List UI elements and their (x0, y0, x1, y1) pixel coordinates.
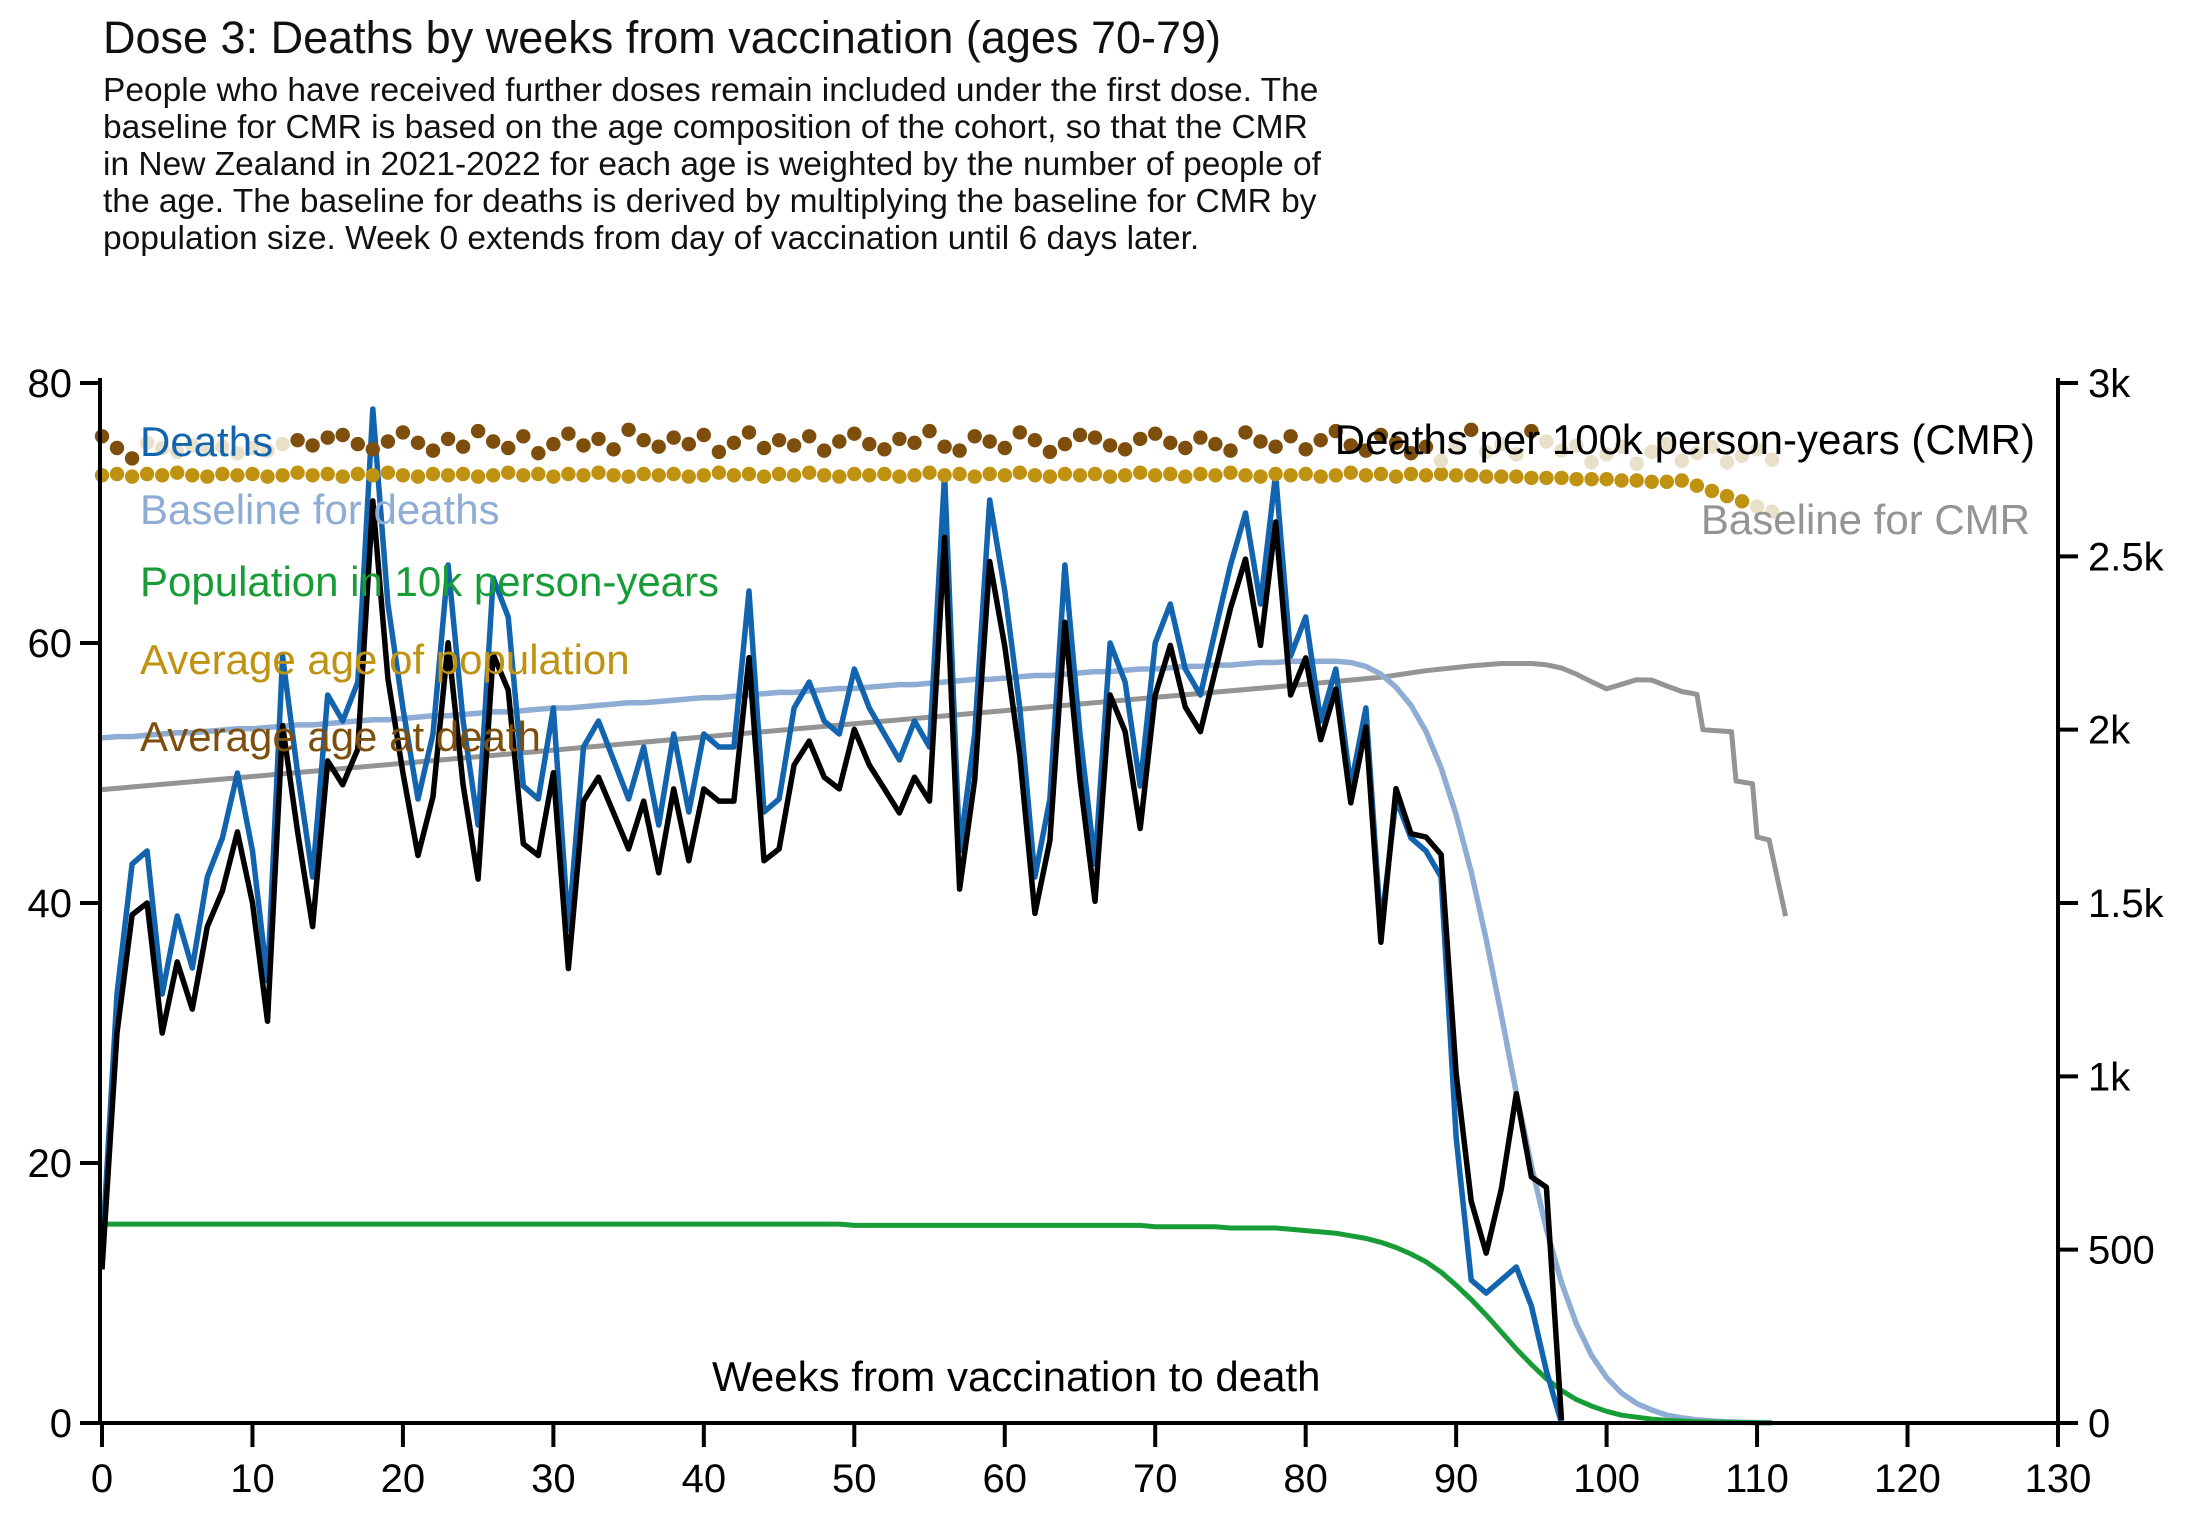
svg-text:110: 110 (1725, 1457, 1789, 1501)
avg-age-at-death-dots (94, 422, 1539, 466)
svg-text:500: 500 (2088, 1229, 2155, 1273)
pale-sparse-data-dots (139, 434, 1780, 519)
axes-and-ticks: 0 20 40 60 80 0 500 1k 1.5k 2k 2.5k 3k 0 10 20 30 40 50 60… (28, 362, 2165, 1501)
svg-text:1.5k: 1.5k (2088, 882, 2165, 926)
svg-text:100: 100 (1573, 1457, 1640, 1501)
chart-title: Dose 3: Deaths by weeks from vaccination… (103, 12, 1222, 63)
svg-text:1k: 1k (2088, 1055, 2131, 1099)
legend-avg-age-death: Average age at death (140, 713, 541, 760)
cmr-line (99, 498, 1565, 1421)
legend-population: Population in 10k person-years (140, 558, 720, 605)
svg-text:2k: 2k (2088, 709, 2131, 753)
svg-text:20: 20 (381, 1457, 426, 1501)
avg-age-of-population-dots (94, 465, 1750, 509)
svg-text:40: 40 (682, 1457, 727, 1501)
svg-text:20: 20 (28, 1142, 73, 1186)
x-axis-label: Weeks from vaccination to death (712, 1353, 1321, 1400)
subtitle-line-1: People who have received further doses r… (103, 72, 1319, 109)
subtitle-line-5: population size. Week 0 extends from day… (103, 220, 1200, 257)
svg-text:10: 10 (230, 1457, 275, 1501)
svg-text:60: 60 (983, 1457, 1028, 1501)
svg-text:0: 0 (91, 1457, 113, 1501)
subtitle-line-4: the age. The baseline for deaths is deri… (103, 183, 1317, 220)
legend-avg-age-population: Average age of population (140, 636, 630, 683)
svg-text:80: 80 (28, 362, 73, 406)
svg-text:50: 50 (832, 1457, 877, 1501)
legend-baseline-deaths: Baseline for deaths (140, 486, 500, 533)
svg-text:130: 130 (2025, 1457, 2092, 1501)
baseline-cmr-line (101, 661, 1789, 917)
legend-deaths: Deaths (140, 418, 274, 465)
svg-text:80: 80 (1283, 1457, 1328, 1501)
population-line (102, 1221, 1773, 1426)
svg-text:0: 0 (2088, 1402, 2110, 1446)
svg-text:2.5k: 2.5k (2088, 535, 2165, 579)
legend-baseline-cmr: Baseline for CMR (1700, 496, 2030, 543)
svg-text:70: 70 (1133, 1457, 1178, 1501)
baseline-deaths-line (101, 658, 1773, 1426)
svg-text:60: 60 (28, 622, 73, 666)
svg-text:90: 90 (1434, 1457, 1479, 1501)
svg-text:40: 40 (28, 882, 73, 926)
svg-text:0: 0 (50, 1402, 72, 1446)
deaths-line (99, 406, 1565, 1424)
subtitle-line-3: in New Zealand in 2021-2022 for each age… (103, 146, 1321, 183)
svg-text:3k: 3k (2088, 362, 2131, 406)
subtitle-line-2: baseline for CMR is based on the age com… (103, 109, 1308, 146)
legend-cmr: Deaths per 100k person-years (CMR) (1334, 416, 2035, 463)
svg-text:30: 30 (531, 1457, 576, 1501)
svg-text:120: 120 (1874, 1457, 1941, 1501)
